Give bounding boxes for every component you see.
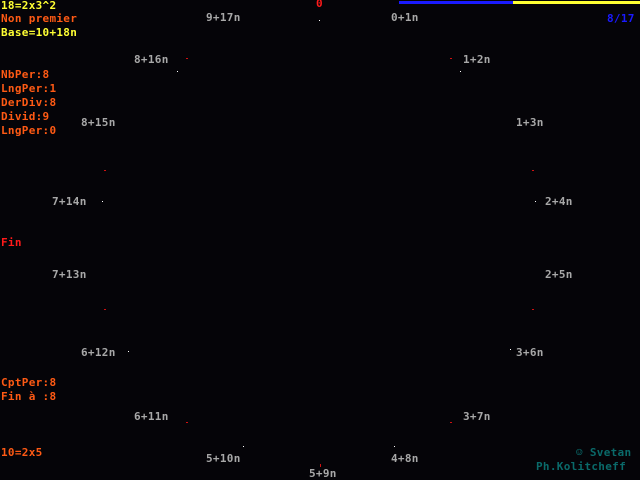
circle-point: [128, 351, 129, 352]
circle-label: 2+4n: [545, 195, 573, 208]
circle-mark: [186, 58, 188, 59]
circle-mark: [532, 170, 534, 171]
circle-label: 8+16n: [134, 53, 169, 66]
progress-counter: 8/17: [607, 12, 635, 25]
lngper-text: LngPer:1: [1, 82, 57, 95]
circle-point: [177, 71, 178, 72]
circle-mark: [186, 422, 188, 423]
circle-label: 1+3n: [516, 116, 544, 129]
bottom-factorization-text: 10=2x5: [1, 446, 43, 459]
circle-label: 9+17n: [206, 11, 241, 24]
circle-mark: [450, 422, 452, 423]
progress-bar-rest: [513, 1, 640, 4]
base-text: Base=10+18n: [1, 26, 78, 39]
factorization-text: 18=2x3^2: [1, 0, 57, 12]
circle-point: [243, 446, 244, 447]
divid-text: Divid:9: [1, 110, 50, 123]
fin-a-text: Fin à :8: [1, 390, 57, 403]
circle-label: 3+7n: [463, 410, 491, 423]
circle-label: 5+10n: [206, 452, 241, 465]
circle-label: 3+6n: [516, 346, 544, 359]
circle-point: [102, 201, 103, 202]
circle-label: 4+8n: [391, 452, 419, 465]
circle-point: [510, 349, 511, 350]
cptper-text: CptPer:8: [1, 376, 57, 389]
lngper0-text: LngPer:0: [1, 124, 57, 137]
circle-label: 6+11n: [134, 410, 169, 423]
circle-label: 2+5n: [545, 268, 573, 281]
zero-indicator: 0: [316, 0, 323, 10]
circle-label: 8+15n: [81, 116, 116, 129]
circle-label: 1+2n: [463, 53, 491, 66]
circle-mark: [104, 309, 106, 310]
credit-author-1: ☺ Svetan: [576, 446, 632, 459]
nbper-text: NbPer:8: [1, 68, 50, 81]
circle-mark: [532, 309, 534, 310]
circle-label: 7+13n: [52, 268, 87, 281]
circle-mark: [320, 464, 321, 467]
primality-text: Non premier: [1, 12, 78, 25]
circle-mark: [104, 170, 106, 171]
circle-mark: [450, 58, 452, 59]
circle-label: 6+12n: [81, 346, 116, 359]
derdiv-text: DerDiv:8: [1, 96, 57, 109]
circle-label: 0+1n: [391, 11, 419, 24]
progress-bar-fill: [399, 1, 513, 4]
circle-point: [460, 71, 461, 72]
circle-label: 5+9n: [309, 467, 337, 480]
fin-text: Fin: [1, 236, 22, 249]
circle-label: 7+14n: [52, 195, 87, 208]
circle-point: [319, 20, 320, 21]
credit-author-2: Ph.Kolitcheff: [536, 460, 626, 473]
circle-point: [394, 446, 395, 447]
circle-point: [535, 201, 536, 202]
